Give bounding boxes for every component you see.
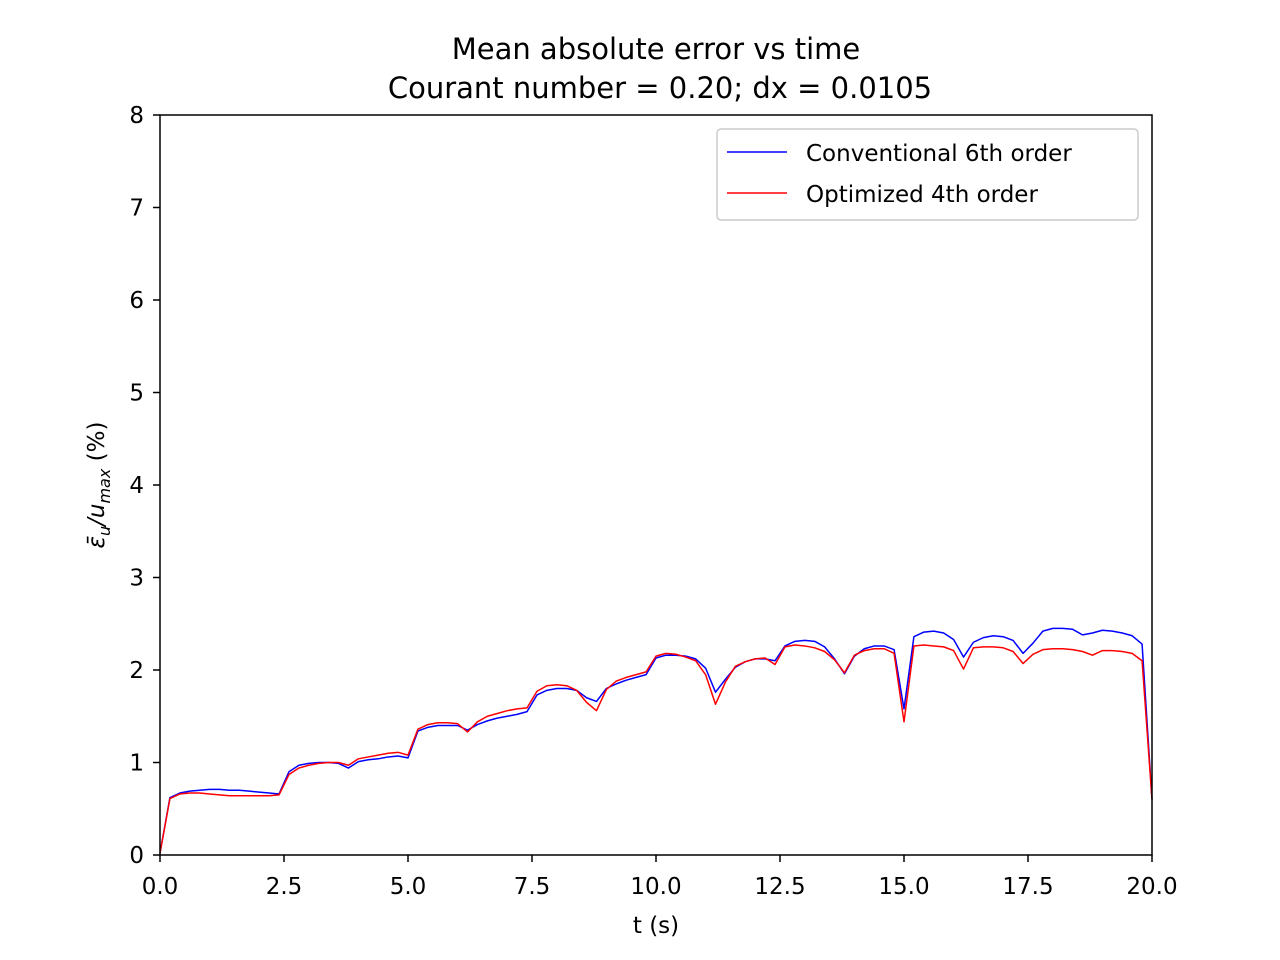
y-tick-label: 4 (129, 473, 144, 499)
chart-subtitle: Courant number = 0.20; dx = 0.0105 (388, 71, 932, 105)
x-tick-label: 5.0 (390, 874, 427, 900)
y-tick-label: 6 (129, 288, 144, 314)
x-tick-label: 7.5 (514, 874, 551, 900)
x-tick-label: 15.0 (878, 874, 929, 900)
y-tick-label: 7 (129, 196, 144, 222)
x-axis-label: t (s) (633, 913, 679, 939)
y-label-epsilon-sub: u (95, 526, 114, 536)
legend-box (716, 128, 1139, 221)
x-tick-label: 10.0 (630, 874, 681, 900)
y-tick-label: 3 (129, 566, 144, 592)
y-tick-label: 5 (129, 381, 144, 407)
y-tick-label: 8 (129, 103, 144, 129)
legend: Conventional 6th order Optimized 4th ord… (716, 128, 1139, 221)
y-label-epsilon: ε̄ (84, 536, 110, 548)
y-axis-label: ε̄u/umax (%) (84, 422, 114, 549)
chart-title: Mean absolute error vs time (452, 32, 861, 66)
y-label-unit: (%) (84, 422, 110, 469)
y-tick-label: 2 (129, 658, 144, 684)
plot-lines (159, 627, 1153, 854)
legend-label-conventional: Conventional 6th order (806, 141, 1072, 167)
x-tick-label: 17.5 (1002, 874, 1053, 900)
x-tick-label: 2.5 (266, 874, 303, 900)
y-axis: 0 1 2 3 4 5 6 7 8 (129, 103, 160, 869)
y-tick-label: 1 (129, 751, 144, 777)
x-tick-label: 0.0 (142, 874, 179, 900)
x-tick-label: 12.5 (754, 874, 805, 900)
legend-label-optimized: Optimized 4th order (806, 182, 1038, 208)
x-tick-label: 20.0 (1126, 874, 1177, 900)
series-line-1 (159, 644, 1153, 854)
y-label-u-sub: max (95, 468, 114, 503)
y-label-u: /u (84, 504, 110, 528)
y-tick-label: 0 (129, 843, 144, 869)
x-axis: 0.0 2.5 5.0 7.5 10.0 12.5 15.0 17.5 20.0 (142, 855, 1178, 900)
